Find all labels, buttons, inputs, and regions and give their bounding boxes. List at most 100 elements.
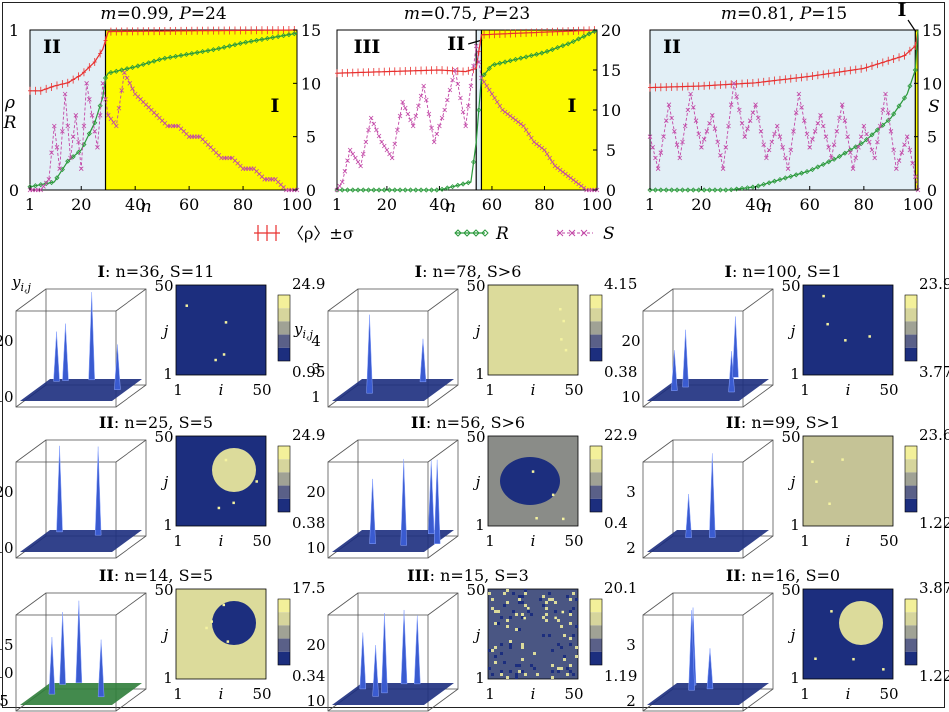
S-point: [688, 91, 693, 97]
heatmap-cell: [575, 625, 578, 628]
R-point: [216, 45, 222, 52]
surface-base: [332, 530, 454, 552]
heatmap-cell: [494, 661, 497, 664]
z-tick-label: 20: [306, 483, 325, 501]
cube-front: [327, 310, 429, 408]
z-tick-label: 4: [311, 332, 321, 350]
S-point: [861, 123, 867, 129]
heatmap-cell: [515, 628, 518, 631]
S-point: [899, 150, 905, 155]
heatmap-peak: [205, 626, 208, 630]
cube-edge: [15, 288, 47, 312]
heatmap-cell: [569, 610, 572, 613]
plot-frame: [29, 29, 298, 191]
S-point: [745, 126, 750, 131]
cube-edge: [115, 288, 147, 312]
S-point: [820, 123, 826, 129]
S-point: [826, 145, 831, 150]
i-tick-left: 1: [800, 685, 810, 703]
S-point: [793, 110, 799, 115]
S-point: [777, 134, 783, 139]
heatmap-peak: [826, 322, 829, 326]
S-point: [363, 139, 369, 145]
S-point: [818, 113, 823, 118]
z-tick-label: 10: [0, 539, 14, 557]
x-tick-label: 20: [377, 195, 397, 214]
heatmap-cell: [506, 601, 509, 604]
heatmap-peak: [554, 616, 557, 620]
surface-spike: [97, 639, 105, 698]
j-tick-bottom: 1: [790, 669, 800, 687]
heatmap-cell: [515, 613, 518, 616]
small-panel-8: III: n=15, S=3 20 10 50 j 11 i 50 20.1 1.19: [306, 566, 637, 712]
heatmap-cell: [509, 643, 512, 646]
S-point: [742, 134, 748, 139]
heatmap-peak: [214, 358, 217, 362]
heatmap-cell: [515, 673, 518, 676]
R-point: [360, 187, 366, 193]
S-point: [565, 173, 571, 179]
colorbar-segment: [905, 446, 917, 460]
caption-text: : n=36, S=11: [105, 262, 214, 281]
S-point: [864, 131, 869, 137]
z-tick-label: 15: [0, 636, 14, 654]
surface-spike: [359, 632, 367, 690]
legend-S-marker: [580, 229, 588, 237]
R-point: [880, 122, 886, 128]
cube-back: [45, 288, 147, 386]
heatmap-cell: [545, 601, 548, 604]
colorbar-segment: [905, 295, 917, 309]
panel-caption: II: n=14, S=5: [99, 566, 213, 585]
cube-edge: [742, 384, 774, 408]
heatmap-peak: [255, 480, 258, 483]
heatmap-cell: [572, 673, 575, 676]
S-point: [515, 119, 521, 125]
R-point: [449, 184, 456, 190]
heatmap-cell: [524, 604, 527, 607]
caption-text: : n=25, S=5: [114, 413, 213, 432]
S-point: [829, 155, 834, 161]
j-tick-top: 50: [154, 277, 173, 295]
R-point: [685, 187, 691, 193]
heatmap-cell: [524, 673, 527, 676]
i-axis-label: i: [846, 685, 851, 703]
S-point: [497, 103, 503, 109]
S-point: [350, 151, 356, 157]
R-point: [891, 111, 897, 117]
S-point: [76, 139, 81, 145]
R-point: [81, 141, 87, 148]
S-point: [693, 118, 699, 123]
surface-spike: [62, 323, 69, 381]
R-point: [502, 59, 508, 65]
caption-text: : n=78, S>6: [422, 262, 521, 281]
heatmap-cell: [545, 613, 548, 616]
title-part: m: [100, 4, 116, 24]
R-point: [355, 187, 361, 193]
colorbar-min: 0.4: [604, 514, 628, 532]
S-point: [60, 129, 65, 134]
j-tick-top: 50: [466, 428, 485, 446]
R-point: [518, 55, 524, 61]
heatmap-cell: [575, 646, 578, 649]
R-point: [270, 34, 276, 41]
R-point: [788, 173, 794, 179]
x-tick-label: 40: [429, 195, 449, 214]
S-point: [431, 139, 437, 145]
heatmap-peak: [830, 610, 833, 613]
surface-spike: [94, 446, 102, 536]
j-tick-bottom: 1: [475, 365, 485, 383]
S-point: [347, 147, 353, 153]
R-point: [86, 131, 92, 137]
R-point: [804, 169, 810, 175]
S-point: [910, 161, 915, 166]
R-point: [471, 159, 477, 165]
colorbar-frame: [904, 598, 918, 666]
surface-spike: [671, 350, 678, 391]
R-point: [264, 35, 270, 42]
z-tick-label: 10: [621, 388, 640, 406]
i-tick-left: 1: [485, 532, 495, 550]
cube-edge: [15, 592, 47, 616]
R-point: [237, 40, 243, 47]
R-point: [869, 132, 875, 138]
S-point: [682, 123, 688, 129]
